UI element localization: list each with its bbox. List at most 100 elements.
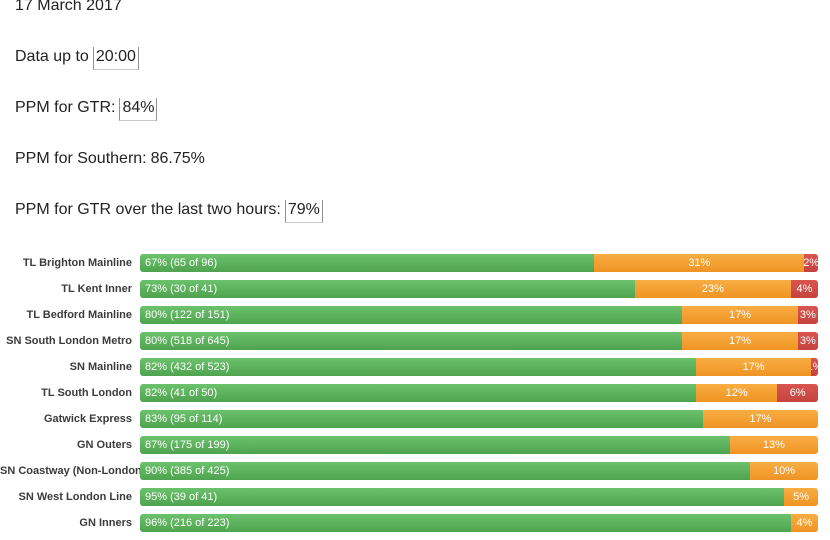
bar-segment-red-label: 2% bbox=[804, 257, 818, 269]
bar-segment-green: 67% (65 of 96) bbox=[140, 254, 595, 272]
bar-segment-green: 87% (175 of 199) bbox=[140, 436, 730, 454]
bar-segment-orange: 17% bbox=[682, 306, 798, 324]
bar-segment-green: 90% (385 of 425) bbox=[140, 462, 751, 480]
chart-row: SN West London Line 95% (39 of 41) 5% bbox=[0, 488, 818, 506]
route-label: SN West London Line bbox=[18, 491, 132, 503]
chart-row: Gatwick Express 83% (95 of 114) 17% bbox=[0, 410, 818, 428]
bar-segment-red-label: 4% bbox=[796, 283, 813, 295]
bar-segment-orange-label: 17% bbox=[729, 335, 752, 347]
route-label: GN Inners bbox=[79, 517, 132, 529]
bar-segment-orange-label: 17% bbox=[742, 361, 765, 373]
bar-segment-green: 73% (30 of 41) bbox=[140, 280, 635, 298]
route-label: Gatwick Express bbox=[43, 413, 132, 425]
summary-line: PPM for GTR: 84% bbox=[15, 98, 830, 121]
stacked-bar: 95% (39 of 41) 5% bbox=[140, 488, 818, 506]
summary-line: PPM for GTR over the last two hours: 79% bbox=[15, 200, 830, 223]
chart-row: TL Brighton Mainline 67% (65 of 96) 31% … bbox=[0, 254, 818, 272]
route-label: SN South London Metro bbox=[6, 335, 132, 347]
bar-segment-green-label: 80% (518 of 645) bbox=[145, 335, 230, 347]
bar-segment-green-label: 83% (95 of 114) bbox=[145, 413, 223, 425]
bar-segment-green-label: 73% (30 of 41) bbox=[145, 283, 218, 295]
route-label: TL Brighton Mainline bbox=[22, 257, 132, 269]
bar-segment-orange: 23% bbox=[634, 280, 791, 298]
summary-lines: Data up to 20:00 PPM for GTR: 84% PPM for … bbox=[15, 47, 830, 223]
bar-segment-red: 6% bbox=[777, 384, 818, 402]
bar-segment-orange: 12% bbox=[695, 384, 778, 402]
bar-segment-red: 1% bbox=[811, 358, 818, 376]
bar-segment-green: 82% (41 of 50) bbox=[140, 384, 696, 402]
stacked-bar: 82% (41 of 50) 12% 6% bbox=[140, 384, 818, 402]
summary-label: PPM for GTR over the last two hours: bbox=[15, 201, 281, 218]
bar-segment-orange-label: 4% bbox=[796, 517, 813, 529]
chart-row: TL Kent Inner 73% (30 of 41) 23% 4% bbox=[0, 280, 818, 298]
summary-label: PPM for Southern: bbox=[15, 150, 147, 167]
bar-segment-green: 80% (518 of 645) bbox=[140, 332, 683, 350]
bar-segment-orange-label: 23% bbox=[701, 283, 724, 295]
chart-row: GN Inners 96% (216 of 223) 4% bbox=[0, 514, 818, 532]
bar-segment-green-label: 67% (65 of 96) bbox=[145, 257, 218, 269]
bar-segment-orange: 17% bbox=[682, 332, 798, 350]
bar-segment-green: 80% (122 of 151) bbox=[140, 306, 683, 324]
bar-segment-orange: 4% bbox=[790, 514, 818, 532]
route-label: TL South London bbox=[41, 387, 132, 399]
bar-segment-green-label: 95% (39 of 41) bbox=[145, 491, 218, 503]
summary-value-field[interactable]: 79% bbox=[284, 200, 323, 223]
summary-line: PPM for Southern: 86.75% bbox=[15, 149, 830, 169]
chart-row: SN Coastway (Non-London) 90% (385 of 425… bbox=[0, 462, 818, 480]
bar-segment-orange-label: 17% bbox=[749, 413, 772, 425]
bar-segment-green-label: 82% (41 of 50) bbox=[145, 387, 218, 399]
bar-segment-orange-label: 10% bbox=[773, 465, 796, 477]
chart-row: SN South London Metro 80% (518 of 645) 1… bbox=[0, 332, 818, 350]
stacked-bar: 87% (175 of 199) 13% bbox=[140, 436, 818, 454]
bar-segment-red: 3% bbox=[797, 306, 818, 324]
bar-segment-orange: 5% bbox=[784, 488, 818, 506]
route-label: SN Mainline bbox=[69, 361, 132, 373]
stacked-bar: 73% (30 of 41) 23% 4% bbox=[140, 280, 818, 298]
route-label: SN Coastway (Non-London) bbox=[0, 465, 146, 477]
bar-segment-red: 2% bbox=[804, 254, 818, 272]
bar-segment-green-label: 90% (385 of 425) bbox=[145, 465, 230, 477]
bar-segment-red-label: 3% bbox=[799, 335, 816, 347]
summary-value-field[interactable]: 84% bbox=[119, 98, 158, 121]
route-label: TL Bedford Mainline bbox=[26, 309, 132, 321]
summary-value-text: 86.75% bbox=[150, 150, 205, 167]
stacked-bar: 82% (432 of 523) 17% 1% bbox=[140, 358, 818, 376]
ppm-stacked-bar-chart: TL Brighton Mainline 67% (65 of 96) 31% … bbox=[0, 254, 818, 532]
bar-segment-green-label: 87% (175 of 199) bbox=[145, 439, 230, 451]
bar-segment-red: 4% bbox=[790, 280, 818, 298]
bar-segment-orange: 17% bbox=[695, 358, 812, 376]
bar-segment-red-label: 6% bbox=[789, 387, 806, 399]
bar-segment-orange: 10% bbox=[750, 462, 818, 480]
bar-segment-red-label: 1% bbox=[811, 361, 818, 373]
stacked-bar: 80% (518 of 645) 17% 3% bbox=[140, 332, 818, 350]
bar-segment-orange-label: 17% bbox=[729, 309, 752, 321]
bar-segment-orange-label: 12% bbox=[725, 387, 748, 399]
summary-line: Data up to 20:00 bbox=[15, 47, 830, 70]
bar-segment-red-label: 3% bbox=[799, 309, 816, 321]
bar-segment-orange: 17% bbox=[702, 410, 818, 428]
bar-segment-orange: 13% bbox=[729, 436, 818, 454]
bar-segment-orange-label: 31% bbox=[688, 257, 711, 269]
bar-segment-green: 82% (432 of 523) bbox=[140, 358, 696, 376]
stacked-bar: 67% (65 of 96) 31% 2% bbox=[140, 254, 818, 272]
stacked-bar: 96% (216 of 223) 4% bbox=[140, 514, 818, 532]
bar-segment-green: 95% (39 of 41) bbox=[140, 488, 785, 506]
bar-segment-orange-label: 13% bbox=[762, 439, 785, 451]
chart-row: SN Mainline 82% (432 of 523) 17% 1% bbox=[0, 358, 818, 376]
bar-segment-red: 3% bbox=[797, 332, 818, 350]
bar-segment-green: 83% (95 of 114) bbox=[140, 410, 703, 428]
stacked-bar: 83% (95 of 114) 17% bbox=[140, 410, 818, 428]
summary-label: PPM for GTR: bbox=[15, 99, 116, 116]
summary-value-field[interactable]: 20:00 bbox=[92, 47, 139, 70]
bar-segment-green: 96% (216 of 223) bbox=[140, 514, 791, 532]
bar-segment-orange-label: 5% bbox=[793, 491, 809, 503]
summary-block: 17 March 2017 Data up to 20:00 PPM for GT… bbox=[0, 0, 830, 223]
route-label: TL Kent Inner bbox=[61, 283, 132, 295]
report-date: 17 March 2017 bbox=[15, 0, 122, 14]
stacked-bar: 90% (385 of 425) 10% bbox=[140, 462, 818, 480]
summary-label: Data up to bbox=[15, 48, 89, 65]
stacked-bar: 80% (122 of 151) 17% 3% bbox=[140, 306, 818, 324]
bar-segment-green-label: 80% (122 of 151) bbox=[145, 309, 230, 321]
route-label: GN Outers bbox=[76, 439, 132, 451]
bar-segment-green-label: 82% (432 of 523) bbox=[145, 361, 230, 373]
